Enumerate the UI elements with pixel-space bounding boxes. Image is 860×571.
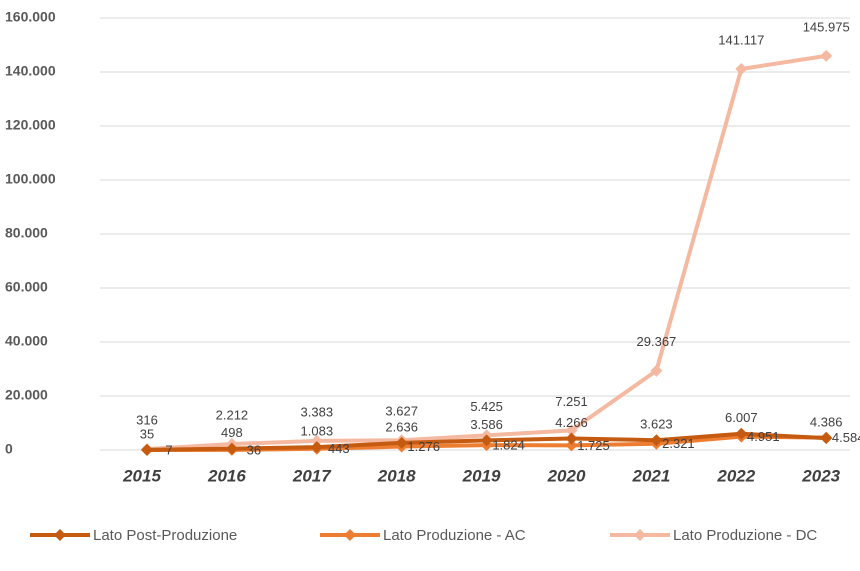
data-label: 7.251 <box>555 394 588 409</box>
data-label: 3.383 <box>301 404 334 419</box>
data-label: 2.321 <box>662 436 695 451</box>
y-tick-label: 120.000 <box>5 117 56 133</box>
data-label: 1.824 <box>492 438 525 453</box>
data-label: 6.007 <box>725 410 758 425</box>
data-label: 4.386 <box>810 415 843 430</box>
y-tick-label: 60.000 <box>5 279 48 295</box>
x-tick-label: 2016 <box>207 466 246 485</box>
point-marker <box>650 434 663 447</box>
point-marker <box>141 443 153 456</box>
legend-marker <box>634 529 646 541</box>
point-marker <box>565 432 578 445</box>
point-marker <box>395 436 408 449</box>
data-label: 4.951 <box>747 429 780 444</box>
data-label: 36 <box>247 442 261 457</box>
data-label: 3.627 <box>385 404 418 419</box>
data-label: 4.584 <box>832 430 860 445</box>
x-tick-label: 2021 <box>631 466 670 485</box>
y-tick-label: 20.000 <box>5 387 48 403</box>
point-marker <box>650 364 663 377</box>
series-line <box>146 53 827 452</box>
data-label: 1.276 <box>407 439 440 454</box>
legend-marker <box>54 529 66 541</box>
data-label: 316 <box>136 413 158 428</box>
y-tick-label: 140.000 <box>5 63 56 79</box>
data-label: 7 <box>165 442 172 457</box>
data-label: 2.212 <box>216 407 249 422</box>
y-tick-label: 0 <box>5 441 13 457</box>
point-marker <box>735 62 748 75</box>
legend-label: Lato Produzione - DC <box>673 527 817 544</box>
y-tick-label: 160.000 <box>5 9 56 25</box>
data-label: 29.367 <box>637 334 677 349</box>
point-marker <box>565 424 578 437</box>
x-tick-label: 2019 <box>462 466 501 485</box>
data-label: 1.083 <box>301 424 334 439</box>
data-label: 498 <box>221 425 243 440</box>
x-tick-label: 2018 <box>377 466 416 485</box>
data-label: 4.266 <box>555 415 588 430</box>
point-marker <box>225 442 238 455</box>
data-label: 443 <box>328 441 350 456</box>
point-marker <box>310 434 323 447</box>
point-marker <box>820 49 833 62</box>
y-tick-label: 100.000 <box>5 171 56 187</box>
point-marker <box>565 439 578 452</box>
point-marker <box>310 441 323 454</box>
point-marker <box>820 432 833 445</box>
legend-marker <box>344 529 356 541</box>
data-label: 3.623 <box>640 417 673 432</box>
legend-label: Lato Post-Produzione <box>93 527 237 544</box>
point-marker <box>735 427 748 440</box>
data-label: 141.117 <box>718 32 764 47</box>
data-label: 3.586 <box>470 417 503 432</box>
x-tick-label: 2023 <box>801 466 840 485</box>
data-label: 2.636 <box>385 419 418 434</box>
point-marker <box>480 434 493 447</box>
x-tick-label: 2015 <box>122 466 161 485</box>
data-label: 145.975 <box>803 19 850 34</box>
data-label: 5.425 <box>470 399 503 414</box>
data-label: 35 <box>140 426 154 441</box>
x-tick-label: 2020 <box>547 466 586 485</box>
y-tick-label: 80.000 <box>5 225 48 241</box>
y-tick-label: 40.000 <box>5 333 48 349</box>
legend-label: Lato Produzione - AC <box>383 527 526 544</box>
x-tick-label: 2022 <box>716 466 755 485</box>
data-label: 1.725 <box>577 438 610 453</box>
x-tick-label: 2017 <box>292 466 332 485</box>
